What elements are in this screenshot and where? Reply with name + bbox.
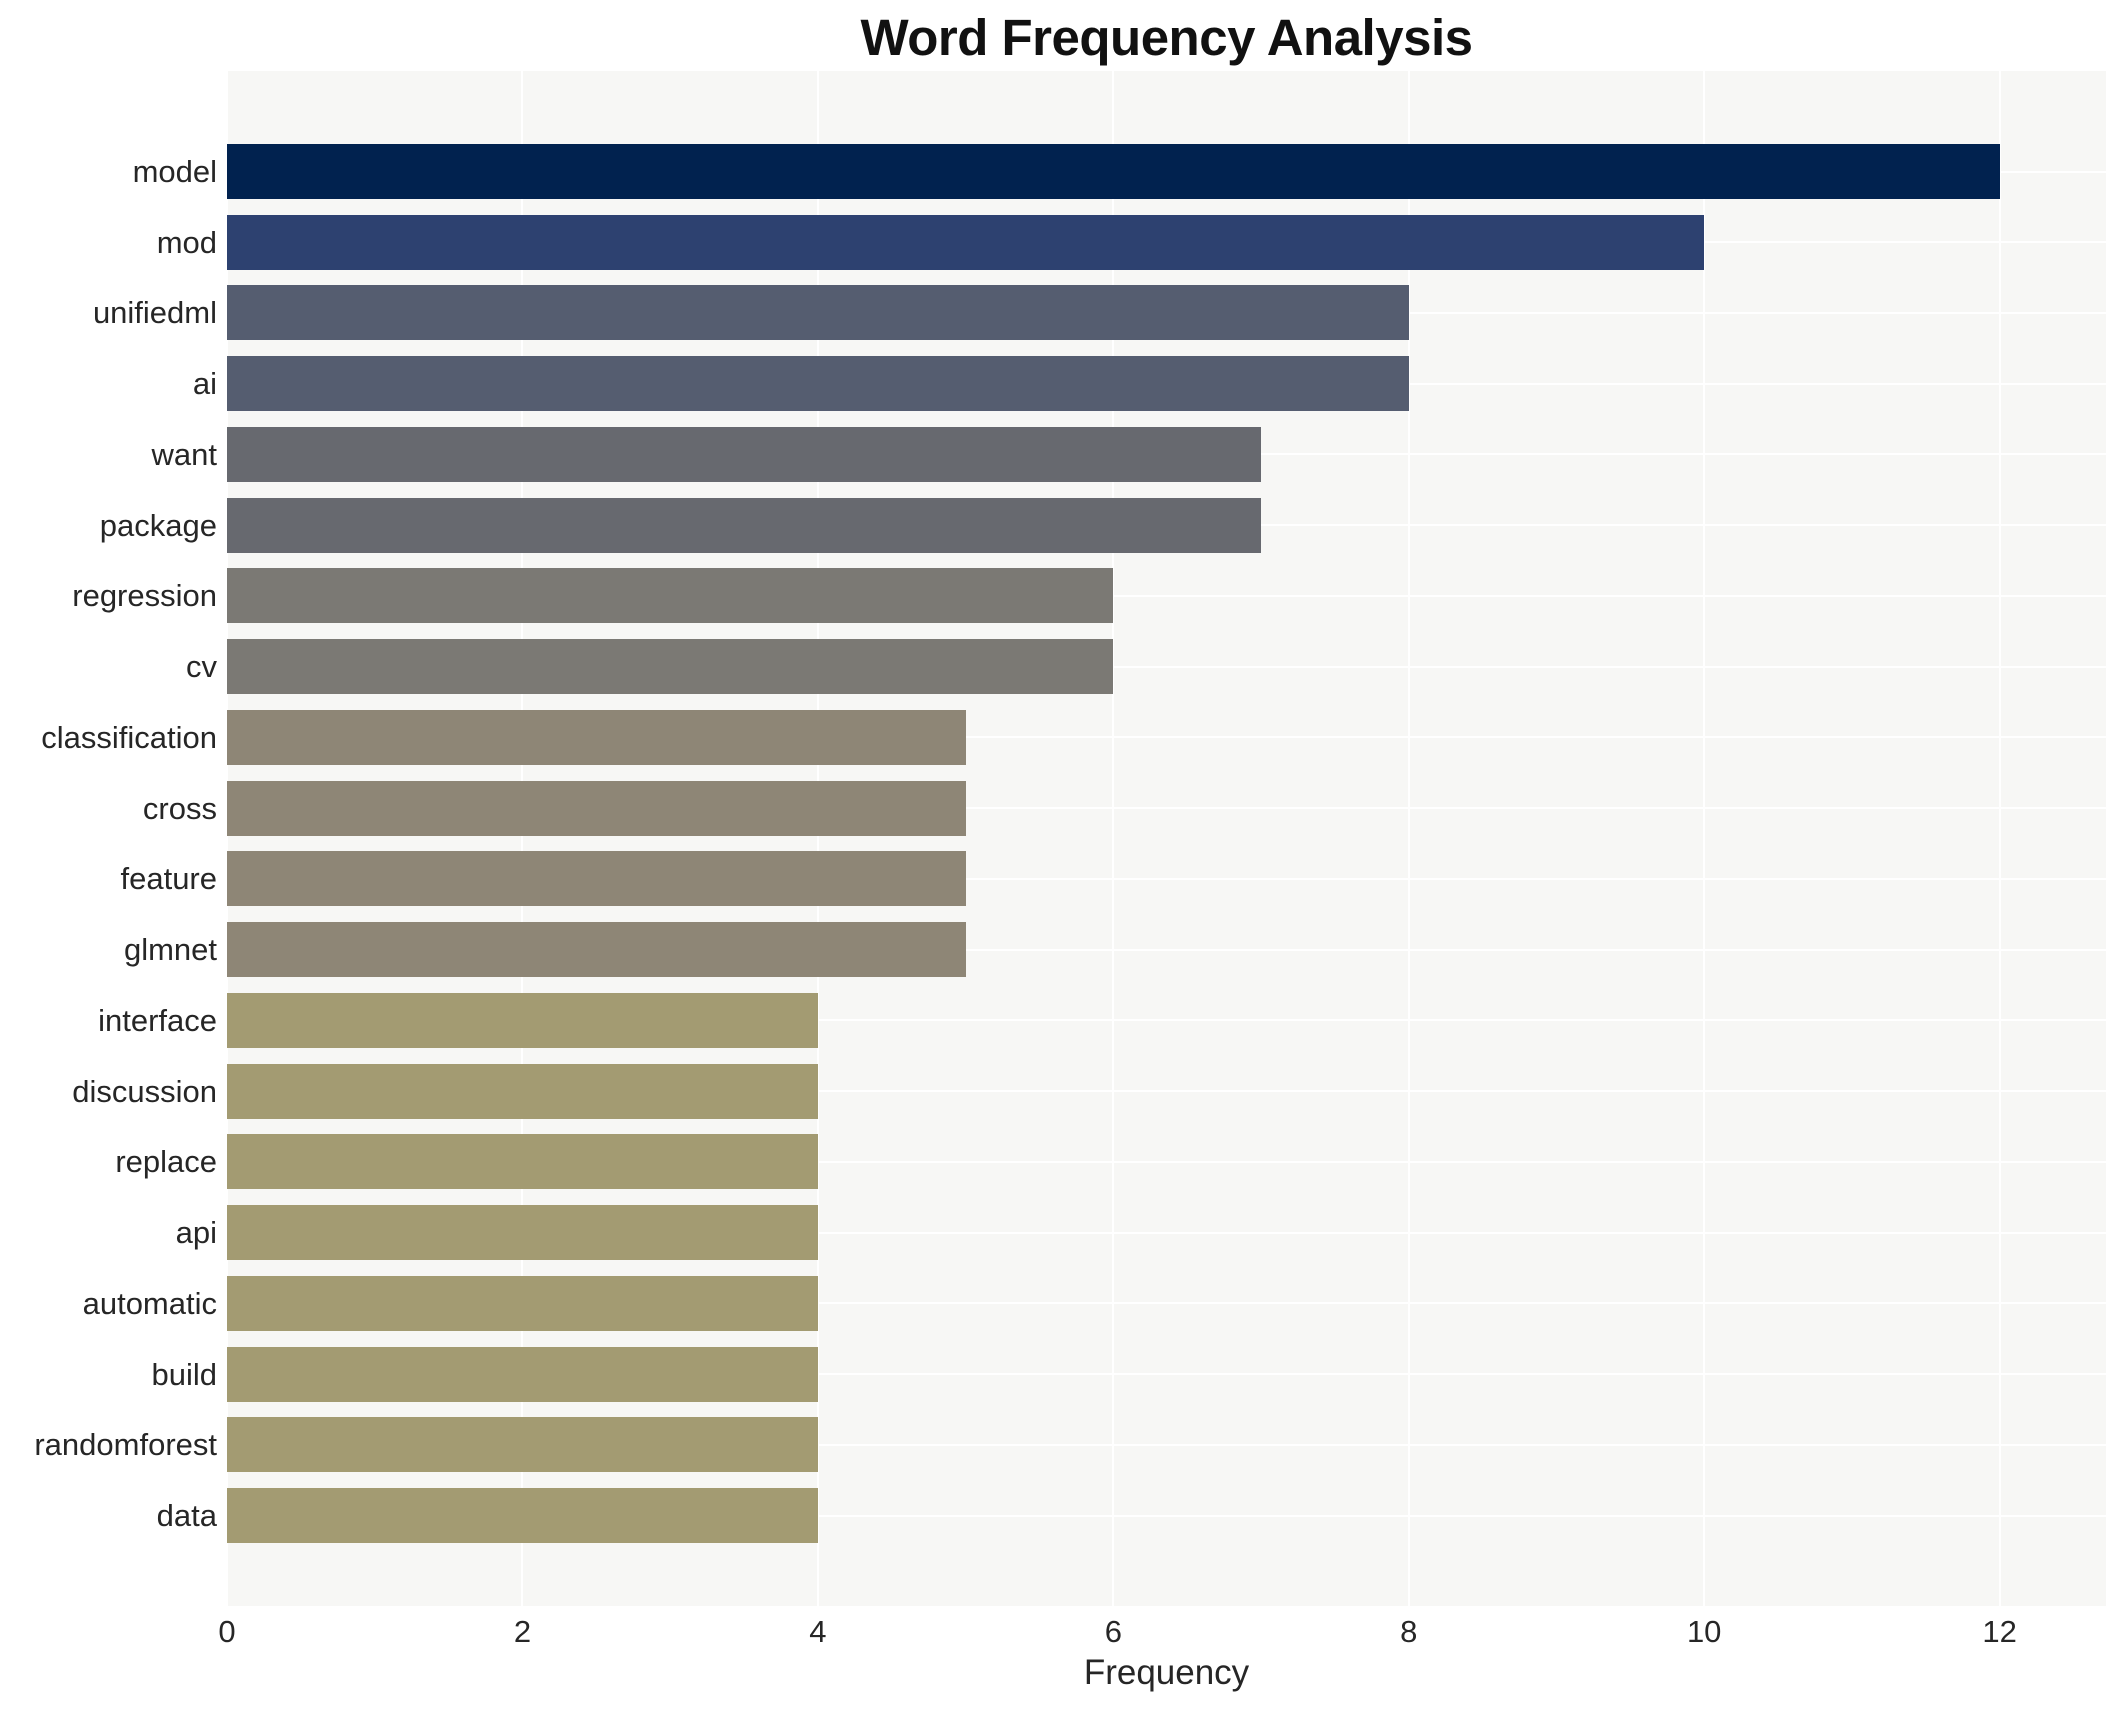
y-tick-label-model: model [132, 154, 217, 189]
y-tick-label-replace: replace [115, 1144, 217, 1180]
horizontal-gridline [227, 1443, 2106, 1446]
y-tick-label-build: build [151, 1356, 218, 1392]
x-tick-label-12: 12 [1982, 1614, 2017, 1649]
bar-cv [227, 639, 1114, 695]
chart-title: Word Frequency Analysis [860, 9, 1473, 66]
y-tick-label-randomforest: randomforest [34, 1427, 217, 1463]
bar-discussion [227, 1063, 818, 1119]
bar-build [227, 1346, 818, 1402]
x-tick-label-6: 6 [1104, 1614, 1122, 1649]
horizontal-gridline [227, 877, 2106, 880]
bar-replace [227, 1134, 818, 1190]
horizontal-gridline [227, 1160, 2106, 1163]
y-tick-label-regression: regression [72, 578, 217, 614]
x-tick-label-8: 8 [1400, 1614, 1418, 1649]
bar-automatic [227, 1275, 818, 1331]
bar-mod [227, 214, 1705, 270]
y-tick-label-cross: cross [142, 790, 217, 826]
bar-model [227, 144, 2000, 199]
horizontal-gridline [227, 807, 2106, 810]
horizontal-gridline [227, 736, 2106, 739]
horizontal-gridline [227, 948, 2106, 951]
vertical-gridline [1703, 71, 1706, 1606]
y-tick-label-want: want [151, 436, 217, 472]
bar-api [227, 1205, 818, 1261]
y-tick-label-classification: classification [41, 719, 217, 755]
horizontal-gridline [227, 1090, 2106, 1093]
bar-data [227, 1488, 818, 1544]
bar-want [227, 426, 1262, 482]
x-tick-label-4: 4 [809, 1614, 827, 1649]
horizontal-gridline [227, 1514, 2106, 1517]
horizontal-gridline [227, 1373, 2106, 1376]
x-axis-label: Frequency [1083, 1653, 1250, 1692]
horizontal-gridline [227, 1302, 2106, 1305]
bar-unifiedml [227, 285, 1409, 341]
bar-feature [227, 851, 966, 907]
x-tick-label-2: 2 [513, 1614, 532, 1649]
bar-interface [227, 992, 818, 1048]
bar-glmnet [227, 922, 966, 978]
y-tick-label-automatic: automatic [82, 1285, 217, 1321]
bar-cross [227, 780, 966, 836]
y-tick-label-discussion: discussion [72, 1073, 217, 1109]
y-tick-label-data: data [156, 1498, 217, 1534]
x-tick-label-0: 0 [218, 1614, 236, 1649]
y-tick-label-feature: feature [120, 861, 217, 897]
vertical-gridline [1407, 71, 1410, 1606]
horizontal-gridline [227, 1231, 2106, 1234]
vertical-gridline [1998, 71, 2001, 1606]
y-tick-label-interface: interface [98, 1002, 217, 1038]
y-tick-label-mod: mod [156, 224, 217, 260]
y-tick-label-glmnet: glmnet [123, 932, 217, 968]
vertical-gridline [816, 71, 819, 1606]
y-tick-label-unifiedml: unifiedml [92, 295, 217, 331]
vertical-gridline [226, 71, 228, 1606]
vertical-gridline [521, 71, 524, 1606]
plot-area [226, 71, 2106, 1606]
bar-classification [227, 709, 966, 765]
horizontal-gridline [227, 665, 2106, 668]
bar-package [227, 497, 1262, 553]
y-tick-label-package: package [99, 507, 217, 543]
y-tick-label-api: api [175, 1215, 217, 1251]
bar-randomforest [227, 1417, 818, 1473]
vertical-gridline [1112, 71, 1115, 1606]
horizontal-gridline [227, 1019, 2106, 1022]
horizontal-gridline [227, 594, 2106, 597]
bar-regression [227, 568, 1114, 624]
x-tick-label-10: 10 [1686, 1614, 1722, 1649]
y-tick-label-cv: cv [186, 649, 217, 685]
y-tick-label-ai: ai [192, 366, 217, 402]
bar-ai [227, 356, 1409, 412]
